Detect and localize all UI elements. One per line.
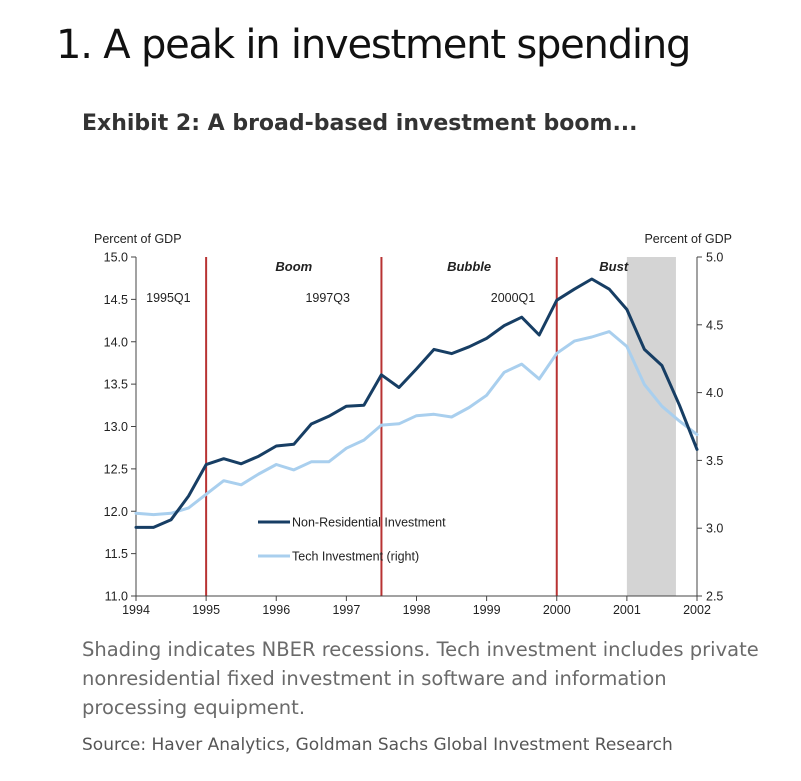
y-left-tick-label: 13.0	[104, 420, 128, 434]
y-left-tick-label: 12.5	[104, 462, 128, 476]
chart-source: Source: Haver Analytics, Goldman Sachs G…	[82, 735, 673, 755]
legend-label: Tech Investment (right)	[292, 550, 419, 564]
x-tick-label: 1997	[332, 603, 360, 617]
x-tick-label: 1996	[262, 603, 290, 617]
x-tick-label: 1995	[192, 603, 220, 617]
event-label: 1997Q3	[305, 291, 350, 305]
y-left-tick-label: 14.0	[104, 335, 128, 349]
left-axis-title: Percent of GDP	[94, 232, 182, 246]
period-label: Bust	[599, 259, 629, 274]
x-tick-label: 1999	[473, 603, 501, 617]
y-left-tick-label: 11.5	[105, 547, 128, 561]
y-left-tick-label: 15.0	[104, 251, 128, 265]
recession-shading-group	[626, 257, 676, 596]
y-right-tick-label: 3.0	[706, 522, 723, 536]
y-left-tick-label: 14.5	[104, 293, 128, 307]
series-line-non-residential	[134, 277, 699, 529]
y-left-tick-label: 12.0	[104, 505, 128, 519]
x-tick-label: 2002	[683, 603, 711, 617]
x-tick-label: 2001	[613, 603, 641, 617]
y-right-tick-label: 4.5	[706, 318, 723, 332]
y-right-tick-label: 5.0	[706, 251, 723, 265]
x-tick-label: 2000	[543, 603, 571, 617]
x-tick-label: 1998	[403, 603, 431, 617]
event-label: 1995Q1	[146, 291, 191, 305]
period-label: Boom	[275, 259, 312, 274]
right-axis-title: Percent of GDP	[644, 232, 732, 246]
recession-shade	[626, 257, 676, 596]
y-left-tick-label: 13.5	[104, 378, 128, 392]
y-right-tick-label: 2.5	[706, 590, 723, 604]
event-label: 2000Q1	[491, 291, 536, 305]
period-label: Bubble	[447, 259, 491, 274]
legend: Non-Residential Investment Tech Investmen…	[258, 516, 446, 564]
legend-label: Non-Residential Investment	[292, 516, 446, 530]
y-right-tick-label: 3.5	[706, 454, 723, 468]
axes-group: Percent of GDP Percent of GDP 11.0 11.5 12.0…	[94, 232, 732, 617]
exhibit-title: Exhibit 2: A broad-based investment boom…	[82, 111, 638, 136]
y-left-tick-label: 11.0	[105, 590, 128, 604]
page-heading: 1. A peak in investment spending	[56, 22, 691, 68]
series-group	[134, 277, 699, 529]
x-tick-label: 1994	[122, 603, 150, 617]
labels-group: 1995Q1 1997Q3 2000Q1 Boom Bubble Bust	[146, 259, 629, 305]
chart-caption: Shading indicates NBER recessions. Tech …	[82, 638, 759, 719]
investment-line-chart: Percent of GDP Percent of GDP 11.0 11.5 12.0…	[94, 232, 732, 617]
series-line-tech	[134, 330, 699, 517]
y-right-tick-label: 4.0	[706, 386, 723, 400]
